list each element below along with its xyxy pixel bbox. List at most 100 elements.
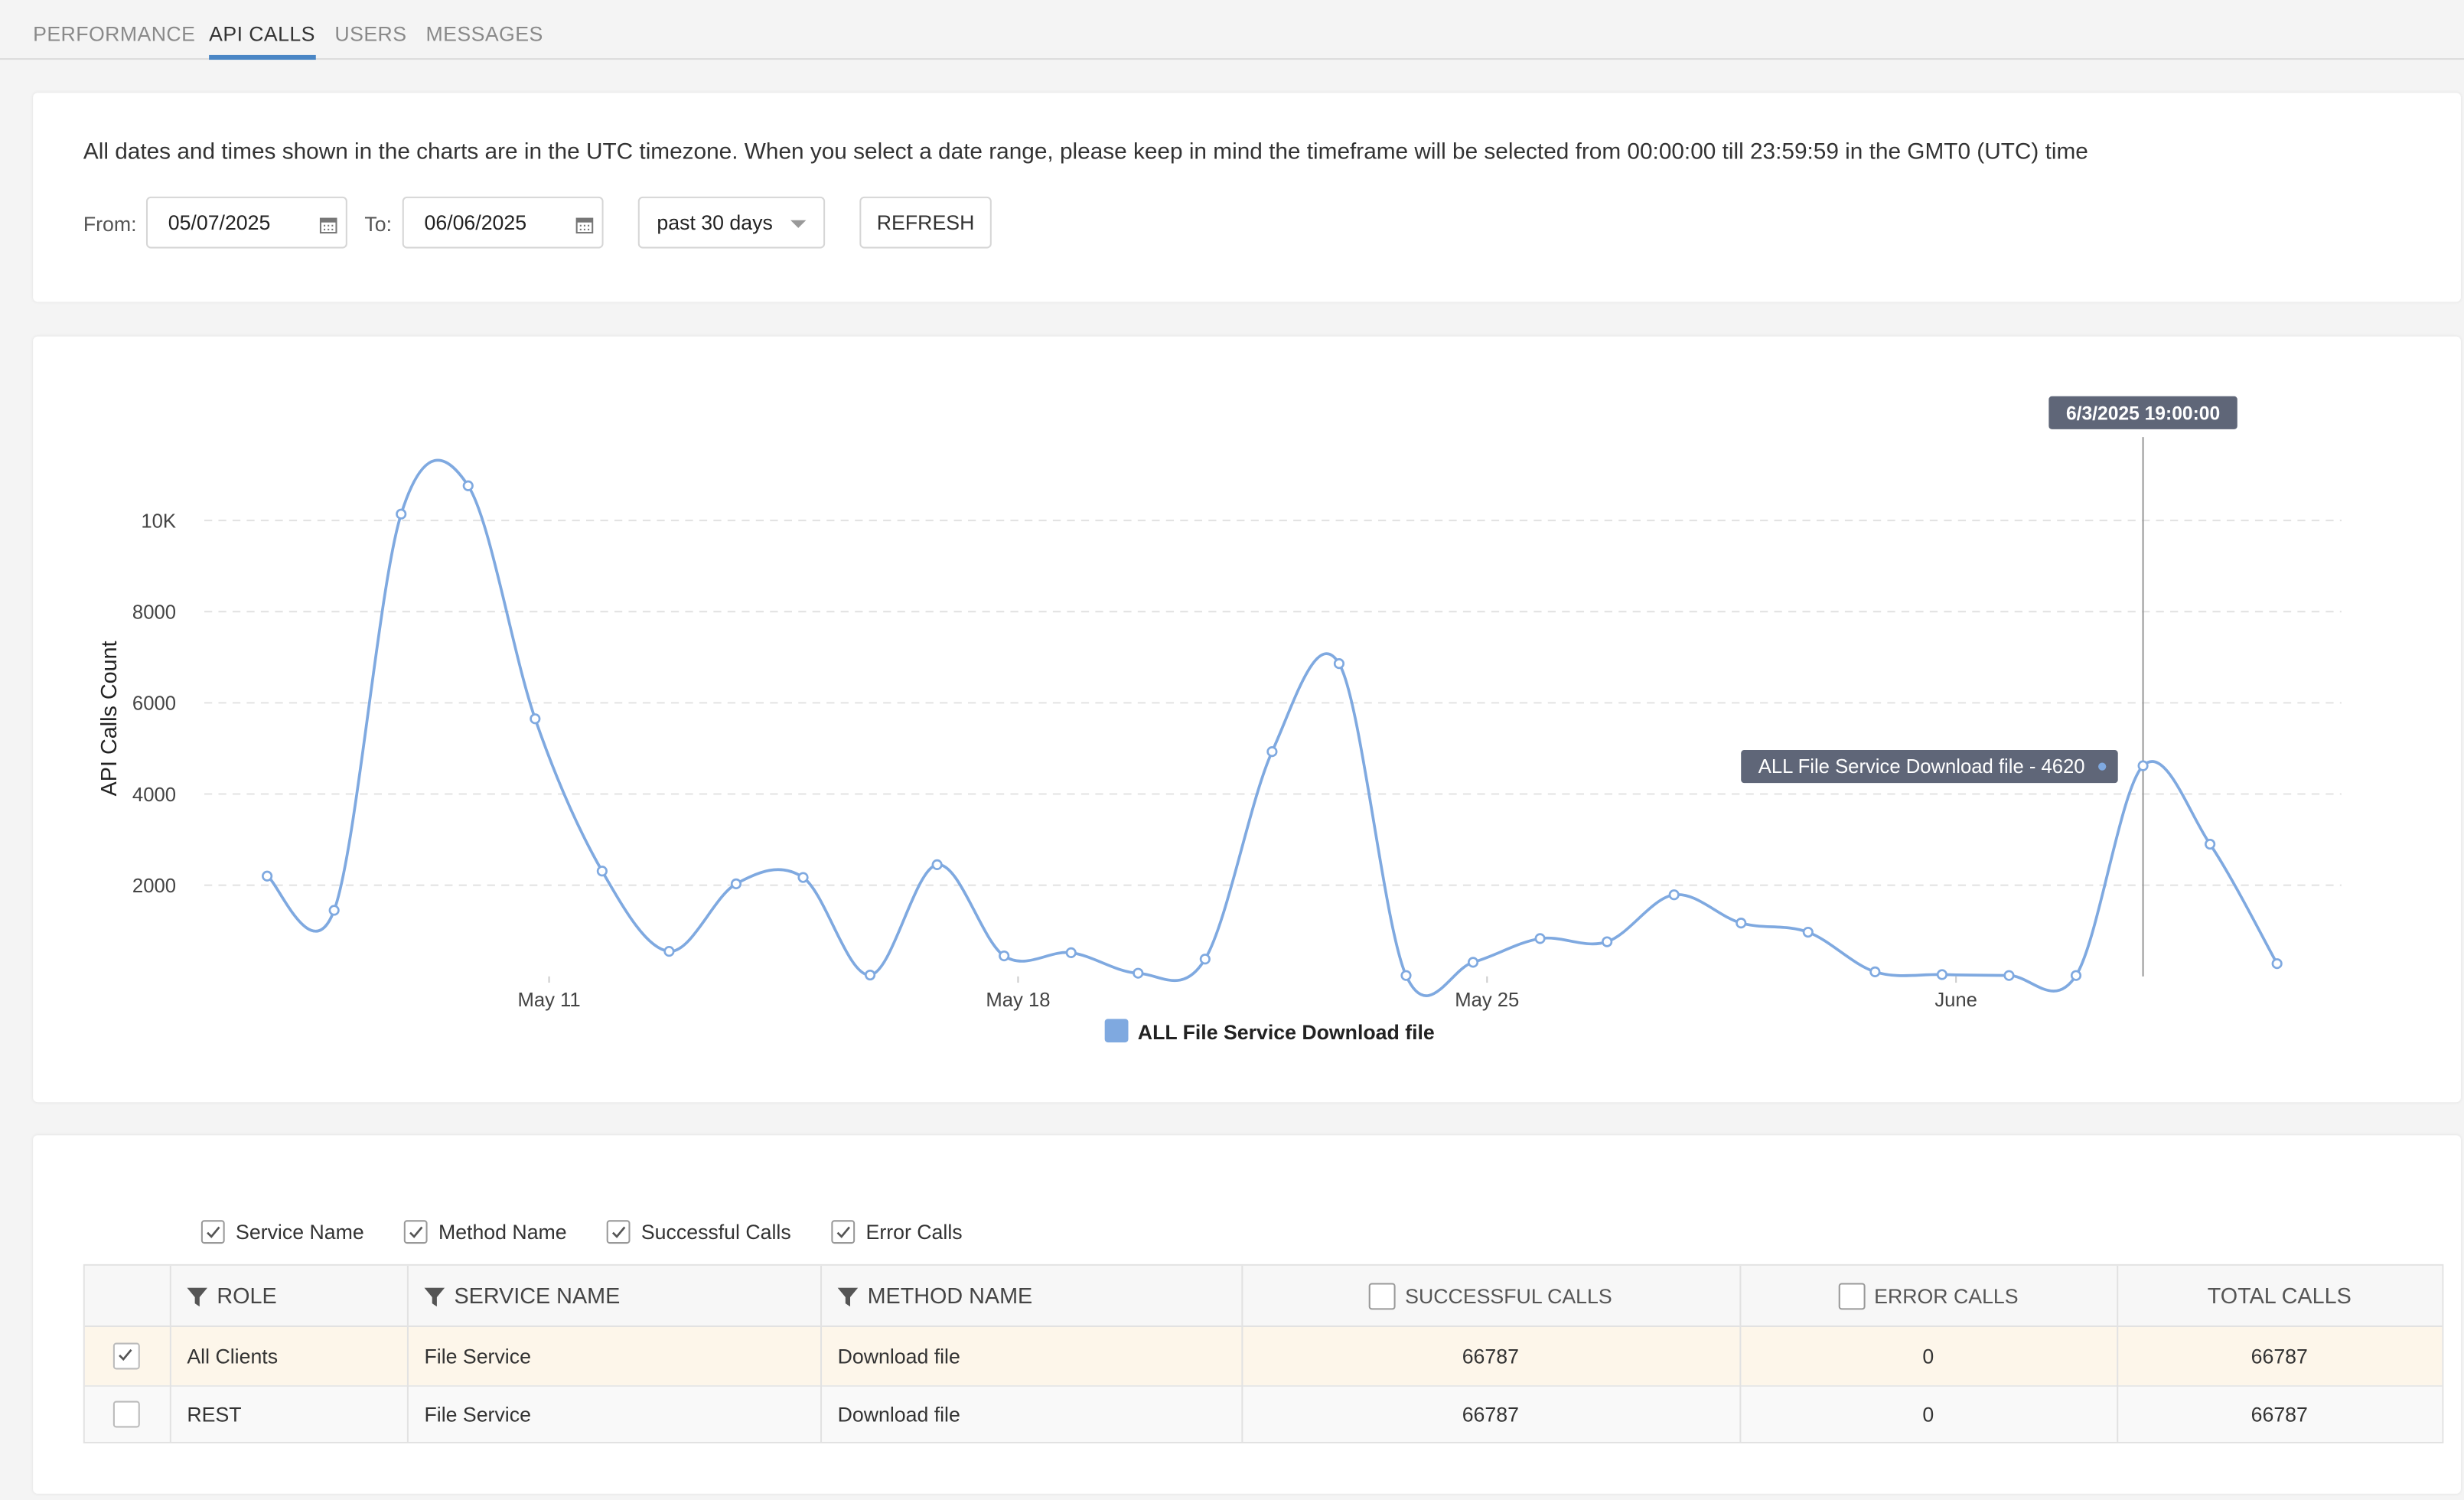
check-mark [611, 1226, 626, 1238]
data-point [797, 872, 809, 883]
toggle-label: Error Calls [865, 1220, 963, 1244]
data-point [1534, 933, 1546, 944]
tab-bar [0, 0, 2464, 60]
legend-label: ALL File Service Download file [1138, 1021, 1435, 1044]
y-tick-label: 8000 [132, 602, 176, 623]
filter-icon[interactable] [187, 1286, 209, 1307]
table-cell: REST [187, 1402, 242, 1427]
data-point [1467, 957, 1479, 968]
column-header[interactable]: SERVICE NAME [454, 1283, 621, 1309]
chart-card [33, 336, 2461, 1103]
tooltip-x-box [2048, 396, 2237, 429]
header-cell: ERROR CALLS [1739, 1266, 2117, 1326]
checkbox[interactable] [200, 1220, 225, 1244]
data-point [730, 878, 742, 889]
column-header[interactable]: SUCCESSFUL CALLS [1405, 1283, 1612, 1308]
data-point [462, 480, 474, 491]
checkbox[interactable] [112, 1342, 140, 1370]
data-point [1802, 926, 1814, 938]
data-point [931, 859, 943, 870]
checkbox[interactable] [112, 1401, 140, 1428]
column-divider [820, 1265, 823, 1442]
tooltip-value-box [1741, 750, 2118, 784]
active-tab-indicator [209, 54, 316, 60]
data-point [1736, 918, 1747, 929]
toggle-label: Successful Calls [640, 1220, 791, 1244]
filter-icon[interactable] [424, 1286, 446, 1307]
data-point [1936, 969, 1947, 980]
table-cell: 0 [1922, 1402, 1934, 1427]
x-tick-label: May 25 [1455, 990, 1519, 1011]
data-point [1668, 889, 1680, 901]
header-cell: TOTAL CALLS [2117, 1266, 2442, 1326]
funnel [837, 1287, 859, 1307]
series-line [266, 458, 2279, 997]
table-row [84, 1326, 2443, 1388]
tooltip-value-label: ALL File Service Download file - 4620 [1758, 756, 2085, 778]
table-cell: 66787 [1462, 1344, 1519, 1368]
tooltip-x: 6/3/2025 19:00:00 [2048, 396, 2237, 429]
range-select[interactable]: past 30 days [637, 196, 826, 249]
column-divider [1241, 1265, 1243, 1442]
data-point [1602, 936, 1613, 947]
table: ROLE SERVICE NAME METHOD NAME SUCCESSFUL CA… [83, 1264, 2444, 1444]
tab[interactable]: API CALLS [209, 21, 315, 46]
x-tick-label: May 18 [986, 990, 1050, 1011]
column-header[interactable]: TOTAL CALLS [2207, 1283, 2352, 1309]
y-tick-label: 10K [141, 510, 176, 532]
from-label: From: [83, 212, 137, 236]
to-input[interactable]: 06/06/2025 [402, 196, 604, 249]
column-divider [169, 1265, 171, 1442]
data-point [1333, 658, 1345, 670]
tooltip-value: ALL File Service Download file - 4620 [1741, 750, 2118, 784]
range-value: past 30 days [657, 210, 773, 235]
check-mark [836, 1226, 850, 1238]
filter-icon[interactable] [837, 1286, 860, 1307]
data-point [2137, 760, 2149, 771]
y-axis-label: API Calls Count [97, 641, 122, 796]
y-tick-label: 6000 [132, 693, 176, 715]
column-header[interactable]: ERROR CALLS [1874, 1283, 2019, 1308]
checkbox[interactable] [1368, 1282, 1396, 1309]
from-value: 05/07/2025 [168, 210, 271, 235]
data-point [864, 969, 876, 981]
funnel [424, 1287, 445, 1307]
checkbox[interactable] [831, 1220, 856, 1244]
refresh-button[interactable]: REFRESH [859, 196, 992, 249]
tab[interactable]: USERS [334, 21, 407, 46]
table-row [84, 1387, 2443, 1442]
tab[interactable]: PERFORMANCE [33, 21, 196, 46]
data-point [396, 508, 407, 520]
toggle-label: Method Name [438, 1220, 567, 1244]
data-point [1133, 967, 1144, 979]
checkbox[interactable] [606, 1220, 631, 1244]
table-cell: Download file [837, 1344, 960, 1368]
calendar-icon [575, 217, 594, 234]
data-point [1199, 954, 1211, 965]
table-cell: File Service [424, 1402, 531, 1427]
data-point [2271, 958, 2283, 970]
from-input[interactable]: 05/07/2025 [145, 196, 347, 249]
data-point [663, 945, 675, 957]
data-point [1266, 746, 1278, 758]
data-point [1869, 966, 1881, 977]
tab[interactable]: MESSAGES [425, 21, 543, 46]
data-point [2205, 838, 2216, 850]
table-cell: 0 [1922, 1344, 1934, 1368]
column-divider [1739, 1265, 1742, 1442]
header-cell: SUCCESSFUL CALLS [1241, 1266, 1739, 1326]
column-header[interactable]: ROLE [217, 1283, 277, 1309]
checkbox[interactable] [1837, 1282, 1865, 1309]
column-header[interactable]: METHOD NAME [867, 1283, 1033, 1309]
data-point [2070, 970, 2082, 981]
notice: All dates and times shown in the charts … [83, 139, 2088, 165]
data-point [2003, 970, 2015, 981]
to-label: To: [364, 212, 393, 236]
table-cell: 66787 [2251, 1402, 2308, 1427]
checkbox[interactable] [403, 1220, 428, 1244]
check-mark [119, 1348, 132, 1361]
column-divider [406, 1265, 409, 1442]
data-point [328, 905, 340, 916]
data-point [530, 713, 541, 725]
